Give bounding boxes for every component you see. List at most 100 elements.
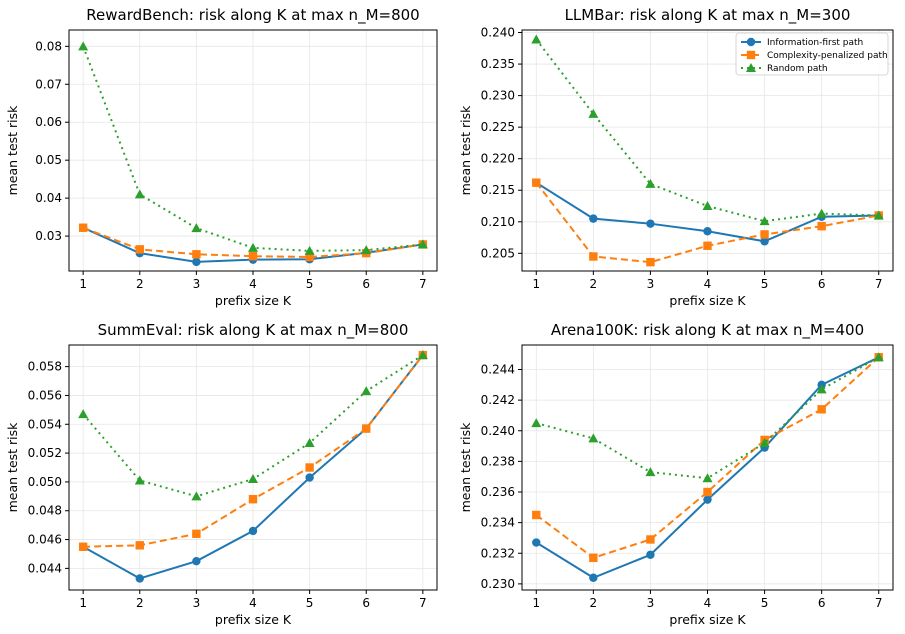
data-point-random: [248, 474, 258, 484]
x-tick-label: 4: [249, 596, 257, 610]
chart-panel-4: 1 2 3 4 5 6 7 0.230 0.232 0.234 0.236 0.238 0.240 0.2…: [458, 321, 894, 627]
chart-panel-2: 1 2 3 4 5 6 7 0.205 0.210 0.215 0.220 0.225 0.230 0.2…: [458, 6, 894, 308]
data-point-info: [135, 574, 144, 583]
y-tick-label: 0.054: [28, 417, 62, 431]
data-point-random: [702, 473, 713, 483]
chart-title: LLMBar: risk along K at max n_M=300: [565, 6, 851, 25]
data-point-complexity: [78, 223, 88, 232]
y-tick-label: 0.05: [35, 153, 62, 167]
chart-panel-1: 1 2 3 4 5 6 7 0.03 0.04 0.05 0.06 0.07 0.08 RewardBen…: [5, 6, 438, 308]
data-point-complexity: [817, 405, 826, 414]
x-tick-label: 4: [704, 596, 712, 610]
data-point-info: [248, 526, 258, 536]
y-tick-label: 0.236: [481, 485, 515, 499]
x-tick-label: 1: [79, 596, 87, 610]
legend-label-complexity: Complexity-penalized path: [767, 51, 888, 61]
y-tick-label: 0.046: [28, 533, 62, 547]
x-tick-label: 2: [590, 596, 598, 610]
data-point-info: [703, 495, 712, 504]
x-axis-label: prefix size K: [215, 293, 292, 308]
data-point-complexity: [362, 424, 371, 433]
data-point-complexity: [532, 178, 541, 187]
y-tick-label: 0.240: [481, 424, 515, 438]
y-tick-label: 0.244: [481, 363, 515, 377]
legend-marker-random: [746, 63, 756, 72]
data-point-info: [192, 257, 201, 267]
data-point-info: [589, 573, 598, 582]
y-tick-label: 0.230: [481, 89, 515, 103]
data-point-random: [361, 386, 372, 396]
data-point-random: [759, 438, 770, 447]
x-tick-label: 6: [362, 277, 370, 291]
y-tick-label: 0.215: [481, 183, 515, 197]
data-point-random: [78, 41, 89, 51]
legend-marker-info: [746, 37, 756, 47]
chart-title: Arena100K: risk along K at max n_M=400: [551, 321, 864, 340]
x-tick-label: 1: [532, 277, 540, 291]
y-tick-label: 0.205: [481, 246, 515, 260]
x-axis-label: prefix size K: [669, 612, 746, 627]
data-point-complexity: [646, 535, 655, 544]
data-point-complexity: [589, 252, 598, 261]
y-tick-label: 0.240: [481, 26, 515, 40]
data-point-random: [645, 178, 656, 188]
data-point-complexity: [305, 252, 314, 262]
y-tick-label: 0.050: [28, 475, 62, 489]
y-tick-label: 0.210: [481, 215, 515, 229]
data-point-complexity: [192, 250, 201, 259]
y-tick-label: 0.03: [35, 229, 62, 243]
legend-box: [735, 32, 889, 76]
data-point-complexity: [192, 529, 201, 538]
y-axis-label: mean test risk: [458, 105, 473, 196]
data-point-info: [192, 556, 201, 566]
data-point-random: [134, 189, 145, 199]
x-axis-label: prefix size K: [215, 612, 292, 627]
x-tick-label: 3: [647, 596, 655, 610]
x-tick-label: 2: [136, 596, 144, 610]
data-point-info: [760, 237, 769, 246]
legend-label-info: Information-first path: [767, 38, 863, 48]
x-tick-label: 1: [79, 277, 87, 291]
y-axis-label: mean test risk: [458, 422, 473, 513]
data-point-random: [248, 242, 258, 252]
data-point-random: [417, 239, 428, 249]
x-tick-label: 7: [875, 596, 883, 610]
x-tick-label: 5: [306, 277, 314, 291]
data-point-complexity: [760, 230, 769, 239]
x-tick-label: 6: [362, 596, 370, 610]
x-tick-label: 6: [818, 596, 826, 610]
y-tick-label: 0.08: [35, 39, 62, 53]
y-tick-label: 0.06: [35, 115, 62, 129]
y-tick-label: 0.235: [481, 57, 515, 71]
y-tick-label: 0.056: [28, 388, 62, 402]
y-tick-label: 0.048: [28, 504, 62, 518]
chart-panel-3: 1 2 3 4 5 6 7 0.044 0.046 0.048 0.050 0.052 0.054 0.0…: [5, 321, 438, 627]
x-tick-label: 7: [875, 277, 883, 291]
data-point-info: [646, 219, 655, 228]
legend-label-random: Random path: [767, 64, 828, 74]
data-point-complexity: [78, 542, 88, 551]
legend-marker-complexity: [746, 50, 756, 60]
legend: Information-first path Complexity-penaliz…: [735, 32, 889, 76]
data-point-complexity: [646, 257, 655, 267]
chart-title: RewardBench: risk along K at max n_M=800: [86, 6, 419, 25]
data-point-info: [305, 473, 314, 482]
data-point-random: [304, 438, 315, 447]
y-axis-label: mean test risk: [5, 422, 20, 513]
data-point-complexity: [817, 222, 826, 231]
data-point-info: [646, 550, 655, 559]
data-point-complexity: [305, 463, 314, 472]
y-tick-label: 0.234: [481, 516, 515, 530]
x-tick-label: 3: [193, 596, 201, 610]
data-point-info: [703, 227, 712, 236]
data-point-complexity: [248, 495, 258, 504]
data-point-complexity: [589, 553, 598, 563]
data-point-random: [531, 34, 542, 44]
x-tick-label: 7: [419, 277, 427, 291]
data-point-random: [816, 208, 827, 218]
x-axis-label: prefix size K: [669, 293, 746, 308]
x-tick-label: 4: [249, 277, 257, 291]
data-point-complexity: [532, 510, 541, 520]
x-tick-label: 3: [647, 277, 655, 291]
x-tick-label: 5: [761, 596, 769, 610]
